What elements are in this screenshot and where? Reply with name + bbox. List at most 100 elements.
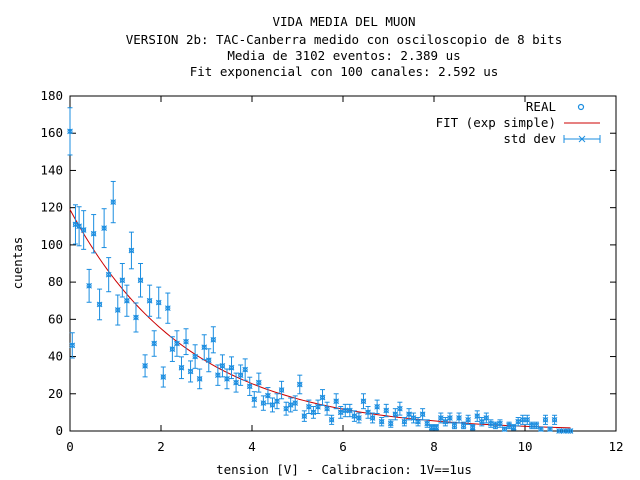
data-point — [292, 395, 299, 411]
data-point — [124, 284, 130, 317]
data-point — [174, 330, 180, 357]
data-point — [374, 399, 380, 415]
data-point — [119, 263, 126, 298]
data-point — [228, 356, 235, 380]
data-point — [69, 332, 76, 359]
data-point — [401, 417, 408, 427]
data-point — [542, 414, 549, 425]
data-points-layer — [67, 107, 574, 434]
data-point — [397, 401, 403, 416]
data-point — [356, 412, 362, 424]
y-axis: 0 20 40 60 80 100 120 140 160 180 — [40, 88, 616, 438]
data-point — [501, 426, 508, 432]
x-tick-label: 4 — [248, 439, 256, 454]
data-point — [151, 330, 158, 357]
data-point — [360, 393, 367, 410]
data-point — [283, 401, 289, 416]
data-point — [451, 421, 458, 430]
data-point — [67, 107, 73, 156]
data-point — [251, 391, 258, 408]
chart-subtitle-1: VERSION 2b: TAC-Canberra medido con osci… — [126, 32, 563, 47]
data-point — [269, 397, 276, 413]
chart-title: VIDA MEDIA DEL MUON — [273, 14, 416, 29]
data-point — [128, 231, 135, 270]
data-point — [483, 412, 490, 424]
data-point — [255, 372, 262, 393]
data-point — [328, 414, 335, 425]
data-point — [506, 421, 512, 430]
data-point — [133, 302, 139, 333]
data-point — [201, 334, 208, 361]
data-point — [215, 364, 221, 386]
data-point — [224, 368, 230, 390]
data-point — [510, 424, 517, 431]
data-point — [492, 421, 499, 430]
data-point — [219, 354, 226, 378]
data-point — [556, 428, 562, 434]
data-point — [415, 417, 421, 427]
y-tick-label: 0 — [55, 423, 63, 438]
data-point — [114, 294, 121, 326]
y-tick-label: 120 — [40, 200, 63, 215]
data-point — [442, 417, 449, 427]
data-point — [237, 364, 244, 386]
data-point — [551, 414, 558, 425]
data-point — [86, 268, 92, 303]
data-point — [460, 421, 467, 430]
data-point — [287, 397, 294, 413]
data-point — [560, 428, 567, 434]
data-point — [424, 419, 431, 428]
data-point — [105, 257, 112, 293]
data-point — [160, 366, 167, 388]
data-point — [301, 410, 308, 422]
data-point — [278, 380, 285, 400]
data-point — [478, 417, 485, 427]
y-tick-label: 160 — [40, 125, 63, 140]
data-point — [419, 408, 426, 421]
data-point — [146, 284, 153, 317]
data-point — [242, 358, 249, 381]
data-point — [101, 208, 107, 249]
x-tick-label: 6 — [339, 439, 347, 454]
legend-label-fit: FIT (exp simple) — [436, 115, 556, 130]
data-point — [90, 214, 97, 254]
data-point — [346, 403, 353, 418]
data-point — [369, 412, 376, 424]
data-point — [169, 336, 176, 362]
x-tick-label: 2 — [157, 439, 165, 454]
y-tick-label: 100 — [40, 237, 63, 252]
data-point — [365, 406, 371, 419]
data-point — [428, 424, 435, 431]
y-tick-label: 40 — [48, 349, 63, 364]
legend-marker-real — [577, 103, 585, 111]
data-point — [76, 206, 82, 247]
data-point — [378, 417, 385, 427]
data-point — [337, 406, 344, 419]
x-tick-label: 12 — [608, 439, 623, 454]
data-point — [447, 412, 453, 424]
data-point — [142, 354, 148, 378]
data-point — [469, 424, 476, 431]
data-point — [392, 408, 399, 421]
data-point — [387, 419, 394, 428]
data-point — [528, 421, 535, 430]
data-point — [192, 344, 198, 369]
y-tick-label: 20 — [48, 386, 63, 401]
x-tick-label: 8 — [430, 439, 438, 454]
data-point — [306, 399, 312, 415]
data-point — [474, 410, 481, 422]
data-point — [210, 326, 217, 354]
legend-marker-stddev — [563, 135, 601, 143]
data-point — [260, 395, 267, 411]
data-point — [465, 414, 471, 425]
data-point — [333, 393, 340, 410]
data-point — [265, 387, 271, 405]
data-point — [96, 288, 103, 321]
data-point — [342, 403, 349, 418]
data-point — [183, 328, 189, 356]
data-point — [155, 286, 162, 319]
y-tick-label: 80 — [48, 274, 63, 289]
legend-label-real: REAL — [526, 99, 556, 114]
data-point — [196, 368, 203, 390]
x-axis: 0 2 4 6 8 10 12 — [66, 96, 624, 454]
